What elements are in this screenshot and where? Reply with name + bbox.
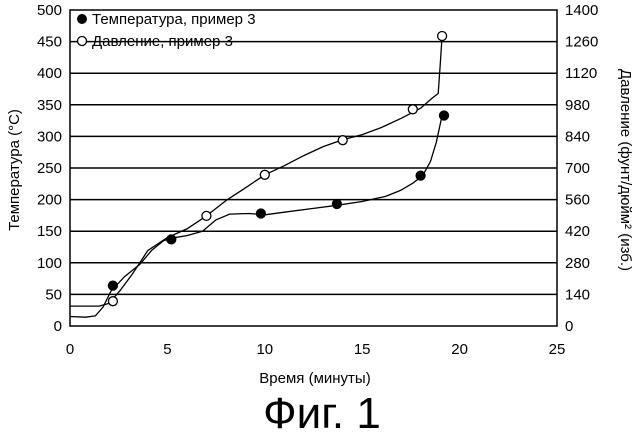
pressure-point xyxy=(260,170,269,179)
y-right-tick-label: 1120 xyxy=(565,65,597,82)
y-left-tick-label: 500 xyxy=(37,2,62,19)
y-right-tick-label: 1400 xyxy=(565,2,598,19)
x-tick-label: 15 xyxy=(354,341,371,358)
y-left-tick-label: 100 xyxy=(37,255,62,272)
y-right-tick-label: 840 xyxy=(565,128,590,145)
y-left-tick-label: 200 xyxy=(37,192,62,209)
pressure-point xyxy=(202,211,211,220)
y-right-tick-label: 980 xyxy=(565,97,590,114)
y-right-tick-label: 700 xyxy=(565,160,590,177)
pressure-point xyxy=(338,136,347,145)
x-axis-title: Время (минуты) xyxy=(259,370,370,387)
x-tick-label: 20 xyxy=(451,341,468,358)
figure-caption: Фиг. 1 xyxy=(263,389,381,437)
pressure-point xyxy=(408,105,417,114)
temperature-curve xyxy=(70,116,442,318)
y-right-tick-label: 280 xyxy=(565,255,590,272)
temperature-point xyxy=(108,281,117,290)
pressure-point xyxy=(438,32,447,41)
y-left-tick-label: 50 xyxy=(45,286,62,303)
y-left-tick-label: 150 xyxy=(37,223,62,240)
temperature-point xyxy=(416,171,425,180)
series-layer xyxy=(70,32,449,318)
temperature-point xyxy=(256,209,265,218)
y-left-tick-label: 250 xyxy=(37,160,62,177)
y-axis-title-right: Давление (фунт/дюйм² (изб.) xyxy=(617,69,634,271)
x-tick-label: 0 xyxy=(66,341,74,358)
y-right-tick-label: 0 xyxy=(565,318,573,335)
y-axis-title-left: Температура (°C) xyxy=(6,109,23,231)
x-tick-label: 5 xyxy=(163,341,171,358)
x-tick-label: 25 xyxy=(549,341,566,358)
y-right-tick-label: 560 xyxy=(565,192,590,209)
y-left-tick-label: 350 xyxy=(37,97,62,114)
y-left-tick-label: 0 xyxy=(54,318,62,335)
y-left-tick-label: 450 xyxy=(37,34,62,51)
legend-label-temperature: Температура, пример 3 xyxy=(92,11,256,28)
pressure-point xyxy=(108,297,117,306)
axis-ticks: 0501001502002503003504004505000140280420… xyxy=(37,2,598,358)
x-tick-label: 10 xyxy=(256,341,273,358)
y-right-tick-label: 420 xyxy=(565,223,590,240)
y-left-tick-label: 300 xyxy=(37,128,62,145)
legend-marker-temperature xyxy=(78,15,87,24)
legend-label-pressure: Давление, пример 3 xyxy=(92,33,233,50)
temperature-point xyxy=(332,200,341,209)
legend-marker-pressure xyxy=(78,37,87,46)
pressure-curve xyxy=(70,36,442,306)
y-right-tick-label: 1260 xyxy=(565,34,598,51)
grid-lines xyxy=(70,42,557,295)
legend: Температура, пример 3 Давление, пример 3 xyxy=(78,11,256,50)
y-left-tick-label: 400 xyxy=(37,65,62,82)
y-right-tick-label: 140 xyxy=(565,286,590,303)
temperature-point xyxy=(440,111,449,120)
